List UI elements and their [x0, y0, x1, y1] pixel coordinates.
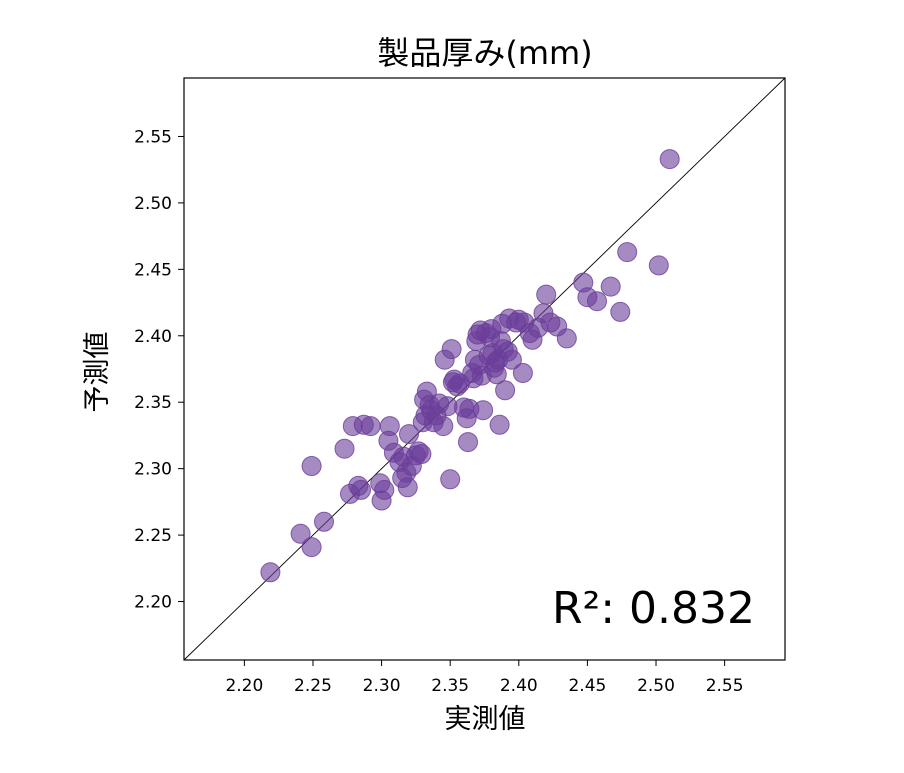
y-tick-label: 2.55 — [134, 127, 172, 147]
data-point — [301, 456, 322, 476]
data-point — [440, 469, 461, 490]
data-point — [433, 416, 454, 437]
y-tick-label: 2.40 — [134, 327, 172, 347]
y-tick-label: 2.50 — [134, 194, 172, 214]
y-tick-label: 2.20 — [134, 593, 172, 613]
x-tick-label: 2.40 — [500, 676, 538, 696]
x-tick-label: 2.20 — [225, 676, 263, 696]
x-tick-label: 2.50 — [637, 676, 675, 696]
data-point — [536, 284, 557, 305]
data-point — [411, 444, 432, 464]
y-tick-label: 2.30 — [134, 460, 172, 480]
data-point — [659, 149, 680, 170]
data-point — [360, 416, 381, 437]
data-point — [290, 523, 311, 544]
data-point — [600, 276, 621, 297]
data-point — [473, 400, 494, 421]
data-point — [334, 438, 355, 459]
x-tick-label: 2.55 — [706, 676, 744, 696]
x-axis-label: 実測値 — [445, 704, 526, 735]
data-point — [314, 511, 334, 532]
x-tick-label: 2.30 — [363, 676, 401, 696]
data-point — [260, 562, 281, 583]
data-point — [441, 339, 462, 360]
y-axis-label: 予測値 — [82, 332, 113, 413]
data-point — [399, 424, 419, 445]
data-point — [489, 414, 510, 435]
data-point — [617, 242, 638, 263]
chart-title: 製品厚み(mm) — [377, 34, 592, 72]
y-tick-label: 2.25 — [134, 526, 172, 546]
data-point — [610, 301, 631, 322]
data-point — [301, 537, 322, 558]
data-point — [648, 255, 669, 276]
plot-frame — [183, 77, 786, 661]
y-tick-label: 2.45 — [134, 260, 172, 280]
x-tick-label: 2.45 — [568, 676, 606, 696]
data-point — [379, 416, 400, 437]
data-point — [374, 479, 395, 500]
data-point — [458, 432, 478, 453]
x-tick-label: 2.25 — [294, 676, 332, 696]
data-point — [556, 328, 577, 349]
x-tick-label: 2.35 — [431, 676, 469, 696]
data-point — [587, 291, 607, 312]
data-point — [512, 363, 533, 383]
r2-annotation: R²: 0.832 — [552, 583, 755, 634]
data-point — [397, 477, 418, 498]
data-point — [351, 479, 371, 500]
data-point — [501, 349, 522, 370]
y-tick-label: 2.35 — [134, 393, 172, 413]
data-point — [495, 380, 516, 401]
